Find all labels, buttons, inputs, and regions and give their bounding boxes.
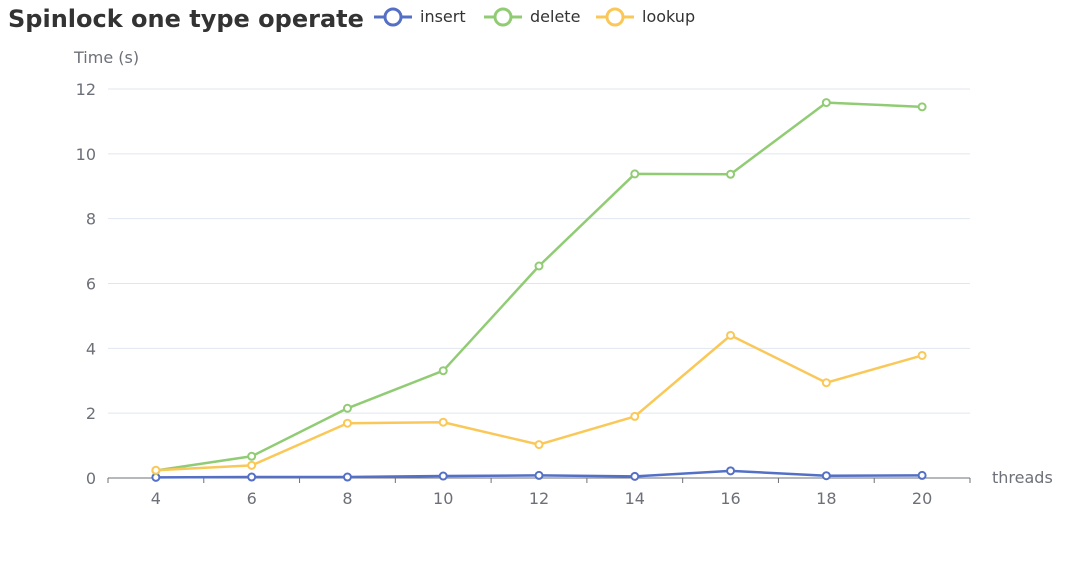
data-point-insert[interactable] (438, 471, 448, 481)
legend-label: delete (530, 7, 580, 26)
y-tick-label: 8 (86, 210, 96, 229)
legend[interactable]: insert delete lookup (374, 7, 695, 27)
data-point-lookup[interactable] (630, 411, 640, 421)
data-point-lookup[interactable] (726, 330, 736, 340)
data-point-lookup[interactable] (247, 460, 257, 470)
series-line-delete (155, 101, 923, 472)
chart-title: Spinlock one type operate (8, 5, 364, 33)
data-point-lookup[interactable] (151, 465, 161, 475)
data-point-lookup[interactable] (534, 440, 544, 450)
data-point-lookup[interactable] (342, 418, 352, 428)
data-point-insert[interactable] (726, 466, 736, 476)
x-axis-label: threads (992, 468, 1053, 487)
data-point-delete[interactable] (726, 169, 736, 179)
series-delete (151, 98, 927, 476)
y-tick-label: 0 (86, 469, 96, 488)
x-tick-label: 4 (151, 489, 161, 508)
y-tick-label: 12 (76, 80, 96, 99)
data-point-insert[interactable] (534, 470, 544, 480)
x-tick-label: 6 (247, 489, 257, 508)
x-tick-label: 18 (816, 489, 836, 508)
legend-label: insert (420, 7, 466, 26)
legend-circle-icon (383, 7, 403, 27)
data-point-delete[interactable] (821, 98, 831, 108)
series-line-lookup (155, 334, 923, 472)
data-point-delete[interactable] (247, 451, 257, 461)
y-tick-label: 10 (76, 145, 96, 164)
plot-area (151, 98, 927, 482)
legend-circle-icon (605, 7, 625, 27)
data-point-delete[interactable] (342, 403, 352, 413)
x-tick-label: 10 (433, 489, 453, 508)
data-point-delete[interactable] (630, 169, 640, 179)
grid-lines (108, 88, 970, 414)
x-tick-label: 8 (342, 489, 352, 508)
x-tick-label: 14 (625, 489, 645, 508)
x-axis: 4 6 8 10 12 14 16 18 20 (107, 477, 971, 508)
x-tick-label: 16 (720, 489, 740, 508)
x-tick-label: 20 (912, 489, 932, 508)
data-point-delete[interactable] (917, 102, 927, 112)
data-point-insert[interactable] (821, 471, 831, 481)
data-point-lookup[interactable] (821, 378, 831, 388)
series-lookup (151, 330, 927, 475)
data-point-delete[interactable] (534, 261, 544, 271)
y-axis-label: Time (s) (73, 48, 139, 67)
data-point-insert[interactable] (630, 471, 640, 481)
data-point-lookup[interactable] (438, 417, 448, 427)
y-tick-label: 2 (86, 404, 96, 423)
data-point-insert[interactable] (917, 470, 927, 480)
legend-item-lookup[interactable]: lookup (596, 7, 695, 27)
data-point-insert[interactable] (247, 472, 257, 482)
legend-label: lookup (642, 7, 695, 26)
data-point-insert[interactable] (342, 472, 352, 482)
y-axis: 0 2 4 6 8 10 12 (76, 80, 96, 488)
x-tick-label: 12 (529, 489, 549, 508)
data-point-lookup[interactable] (917, 350, 927, 360)
legend-circle-icon (493, 7, 513, 27)
data-point-delete[interactable] (438, 366, 448, 376)
legend-item-insert[interactable]: insert (374, 7, 466, 27)
y-tick-label: 6 (86, 275, 96, 294)
series-insert (151, 466, 927, 482)
legend-item-delete[interactable]: delete (484, 7, 580, 27)
y-tick-label: 4 (86, 339, 96, 358)
